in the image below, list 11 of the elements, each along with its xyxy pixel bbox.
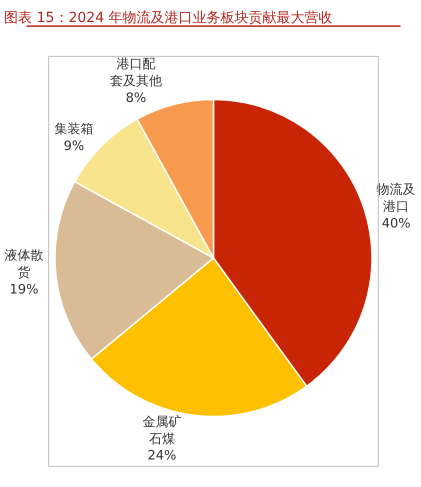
slice-label: 港口配套及其他 xyxy=(110,57,162,90)
data-label: 40% xyxy=(382,216,411,232)
slice-label: 液体散货 xyxy=(4,248,44,281)
slice-label: 金属矿石煤 xyxy=(142,414,182,447)
slice-label: 物流及港口 xyxy=(376,182,416,215)
chart-title: 图表 15：2024 年物流及港口业务板块贡献最大营收 xyxy=(4,10,333,26)
slice-label: 集装箱 xyxy=(54,122,94,137)
data-label: 9% xyxy=(64,138,84,154)
data-label: 8% xyxy=(126,90,146,106)
data-label: 24% xyxy=(147,448,176,464)
data-label: 19% xyxy=(10,282,38,298)
